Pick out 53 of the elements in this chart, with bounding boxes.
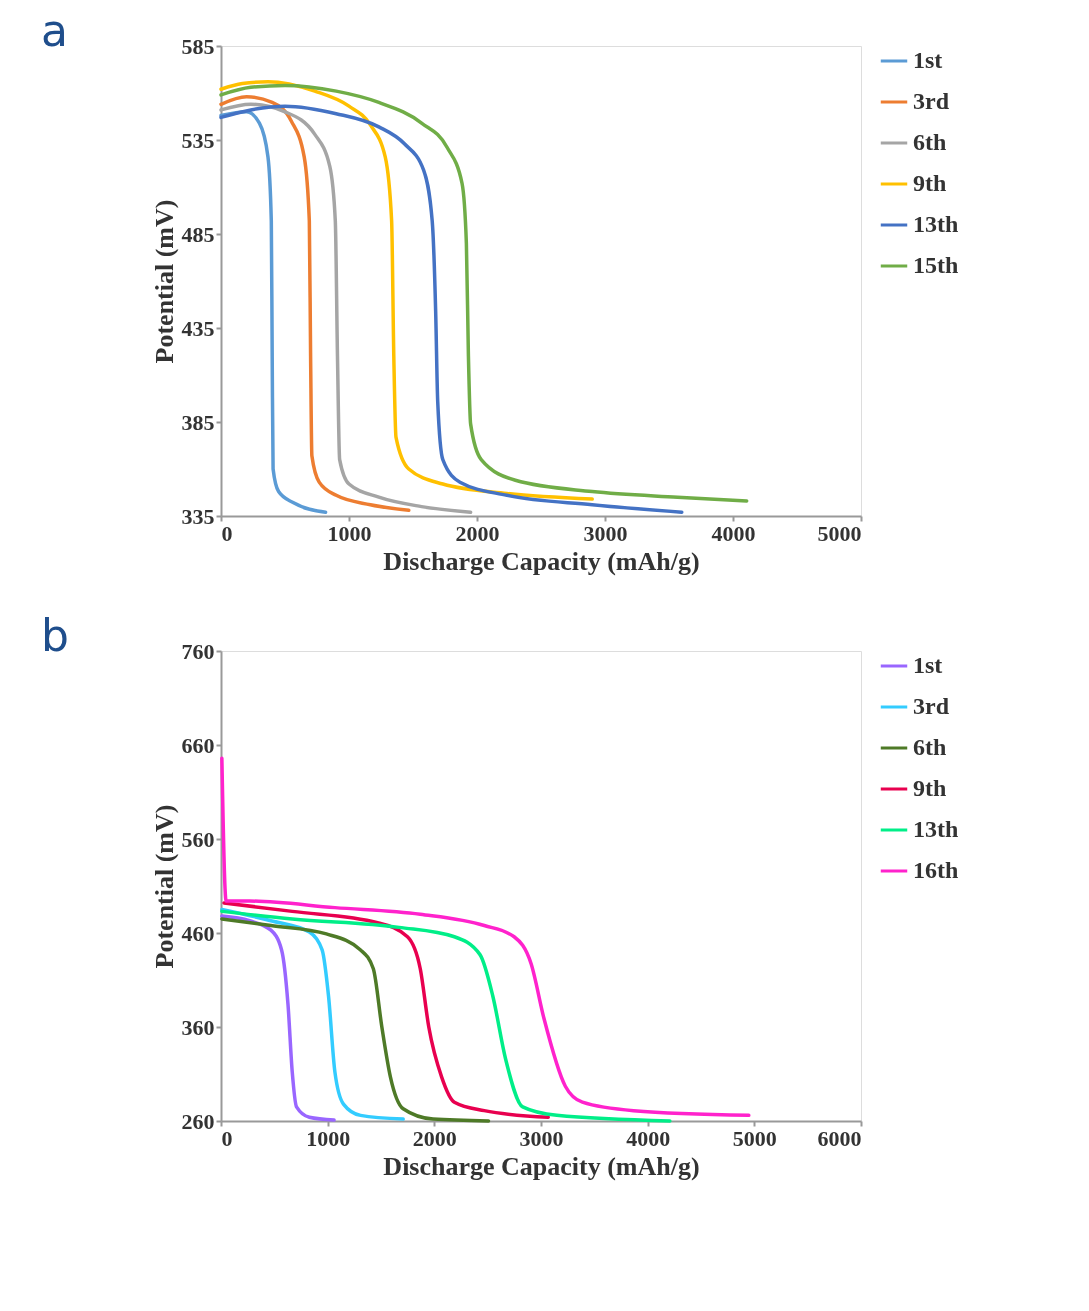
x-tick-label: 5000 <box>817 520 862 546</box>
legend-label: 15th <box>913 252 959 278</box>
legend-label: 3rd <box>913 693 950 719</box>
x-tick-label: 5000 <box>732 1125 777 1151</box>
legend-label: 13th <box>913 211 959 237</box>
y-tick-label: 760 <box>181 638 215 664</box>
x-tick-label: 3000 <box>583 520 628 546</box>
y-tick-label: 585 <box>181 33 215 59</box>
x-tick-label: 6000 <box>817 1125 862 1151</box>
line-series <box>219 110 328 514</box>
legend-label: 6th <box>913 129 947 155</box>
line-series <box>219 95 411 513</box>
x-axis-title: Discharge Capacity (mAh/g) <box>383 546 700 576</box>
line-series <box>220 917 491 1123</box>
legend-label: 3rd <box>913 88 950 114</box>
line-series <box>220 756 751 1118</box>
y-tick-label: 360 <box>181 1014 215 1040</box>
x-tick-label: 2000 <box>412 1125 457 1151</box>
legend-label: 9th <box>913 775 947 801</box>
y-tick-label: 485 <box>181 221 215 247</box>
y-tick-label: 335 <box>181 503 215 529</box>
x-tick-label: 1000 <box>327 520 372 546</box>
y-tick-label: 560 <box>181 826 215 852</box>
chart-title: a <box>41 5 68 56</box>
line-series <box>219 104 684 514</box>
line-series <box>222 901 550 1119</box>
x-tick-label: 0 <box>221 520 233 546</box>
y-axis-title: Potential (mV) <box>149 804 179 969</box>
legend-label: 1st <box>913 47 943 73</box>
x-tick-label: 2000 <box>455 520 500 546</box>
legend-label: 6th <box>913 734 947 760</box>
legend-label: 13th <box>913 816 959 842</box>
legend-label: 16th <box>913 857 959 883</box>
y-tick-label: 385 <box>181 409 215 435</box>
y-tick-label: 260 <box>181 1108 215 1134</box>
x-tick-label: 3000 <box>519 1125 564 1151</box>
chart-title: b <box>41 610 69 661</box>
x-axis-title: Discharge Capacity (mAh/g) <box>383 1151 700 1181</box>
line-series <box>219 79 594 501</box>
line-series <box>220 914 336 1122</box>
y-tick-label: 460 <box>181 920 215 946</box>
line-series <box>219 83 749 503</box>
x-tick-label: 4000 <box>626 1125 671 1151</box>
legend-label: 9th <box>913 170 947 196</box>
line-series <box>220 909 672 1123</box>
y-axis-title: Potential (mV) <box>149 199 179 364</box>
x-tick-label: 1000 <box>306 1125 351 1151</box>
y-tick-label: 660 <box>181 732 215 758</box>
x-tick-label: 0 <box>221 1125 233 1151</box>
y-tick-label: 535 <box>181 127 215 153</box>
legend-label: 1st <box>913 652 943 678</box>
y-tick-label: 435 <box>181 315 215 341</box>
x-tick-label: 4000 <box>711 520 756 546</box>
